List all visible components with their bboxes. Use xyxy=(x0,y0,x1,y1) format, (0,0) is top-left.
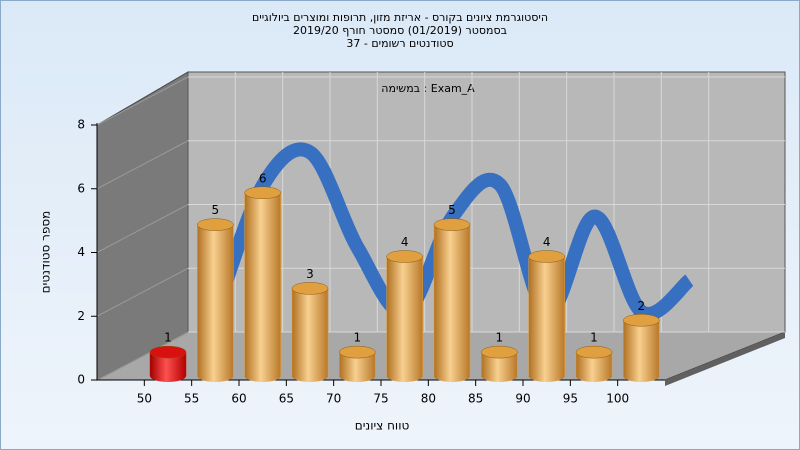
bar-top xyxy=(528,250,565,263)
x-tick-label: 70 xyxy=(326,392,341,406)
x-tick-label: 60 xyxy=(231,392,246,406)
annotation: במשימה : Exam_A xyxy=(381,82,475,95)
x-tick-label: 80 xyxy=(421,392,436,406)
x-tick-label: 55 xyxy=(184,392,199,406)
data-label: 3 xyxy=(306,267,314,281)
bar-base xyxy=(244,370,281,382)
x-tick-label: 95 xyxy=(563,392,578,406)
bar xyxy=(197,224,234,377)
bar-base xyxy=(197,370,234,382)
y-tick-label: 2 xyxy=(77,309,85,323)
bar-base xyxy=(576,370,612,382)
y-tick-label: 4 xyxy=(77,245,85,259)
data-label: 5 xyxy=(212,203,220,217)
bar xyxy=(623,320,660,377)
data-label: 1 xyxy=(354,331,362,345)
bar-top xyxy=(149,345,187,359)
x-tick-label: 50 xyxy=(137,392,152,406)
bar-top xyxy=(386,250,423,263)
title-line: סטודנטים רשומים - 37 xyxy=(346,37,453,50)
bar-base xyxy=(481,370,518,382)
title-line: בסמסטר (01/2019) סמסטר חורף 2019/20 xyxy=(293,24,507,37)
x-tick-label: 100 xyxy=(606,392,629,406)
grid-line xyxy=(96,267,189,317)
data-label: 6 xyxy=(259,171,267,185)
data-label: 4 xyxy=(543,235,551,249)
bar-top xyxy=(339,345,376,359)
bar-base xyxy=(623,370,660,382)
bar-top xyxy=(197,218,234,231)
data-label: 1 xyxy=(590,331,598,345)
y-tick-label: 8 xyxy=(77,118,85,132)
data-label: 1 xyxy=(496,331,504,345)
x-tick-label: 75 xyxy=(373,392,388,406)
y-tick-label: 0 xyxy=(77,373,85,387)
bar-base xyxy=(434,370,470,382)
bar-base xyxy=(150,370,186,382)
bar xyxy=(291,288,329,377)
bar xyxy=(386,256,423,377)
data-label: 5 xyxy=(448,203,456,217)
y-tick-label: 6 xyxy=(77,181,85,195)
bar-base xyxy=(386,370,423,382)
bar-top xyxy=(433,218,471,231)
bar xyxy=(433,224,471,377)
grid-line xyxy=(96,331,189,381)
bar-top xyxy=(623,314,660,327)
data-label: 4 xyxy=(401,235,409,249)
bar-top xyxy=(244,186,281,199)
title-line: היסטוגרמת ציונים בקורס - אריזת מזון, תרו… xyxy=(252,11,548,24)
x-tick-label: 65 xyxy=(279,392,294,406)
floor-edge xyxy=(665,332,785,386)
x-tick-label: 90 xyxy=(515,392,530,406)
bar-top xyxy=(481,345,518,359)
bar-base xyxy=(292,370,328,382)
x-axis-label: טווח ציונים xyxy=(355,419,410,433)
bar xyxy=(244,192,281,377)
curve xyxy=(209,142,694,321)
y-axis-label: מספר סטודנטים xyxy=(39,211,53,294)
grid-line xyxy=(96,140,189,190)
bar-base xyxy=(339,370,376,382)
bar xyxy=(528,256,565,377)
x-tick-label: 85 xyxy=(468,392,483,406)
data-label: 2 xyxy=(638,299,646,313)
grid-line xyxy=(96,204,189,253)
grid-line xyxy=(96,76,189,126)
bar-top xyxy=(575,345,613,359)
bar-base xyxy=(528,370,565,382)
bar-top xyxy=(291,282,329,295)
data-label: 1 xyxy=(164,331,172,345)
